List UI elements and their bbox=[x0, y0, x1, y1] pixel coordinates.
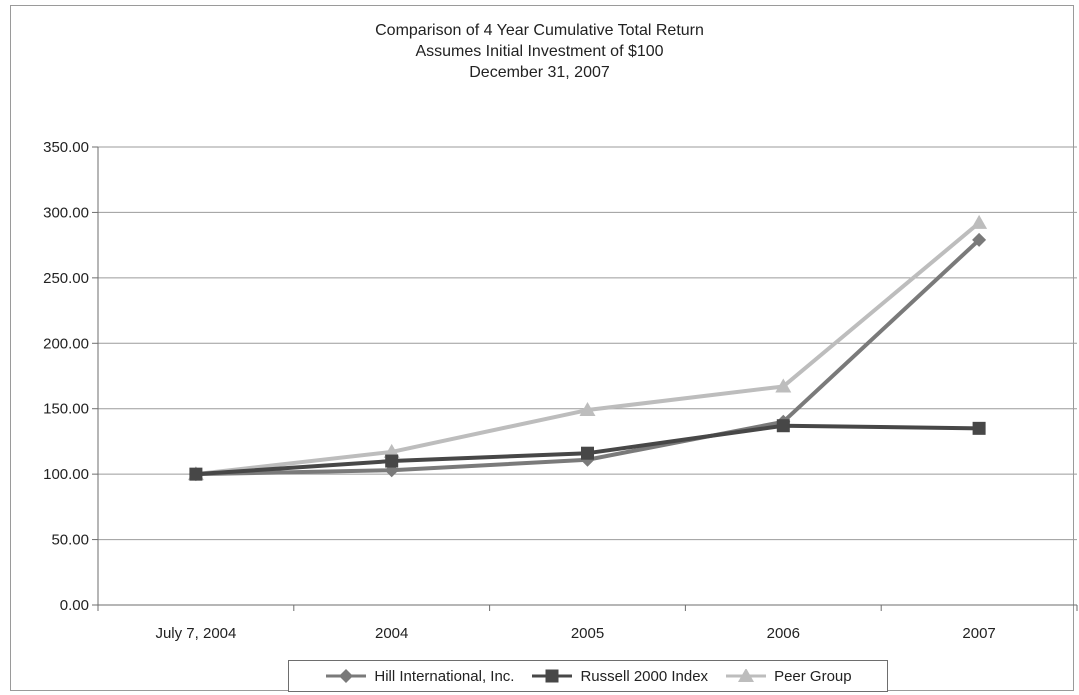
x-tick-label: 2006 bbox=[767, 625, 800, 642]
legend-label: Russell 2000 Index bbox=[580, 667, 709, 685]
series-square bbox=[189, 419, 986, 481]
y-tick-label: 300.00 bbox=[43, 204, 89, 221]
grid-layer bbox=[98, 146, 1077, 606]
legend-marker bbox=[738, 669, 755, 682]
legend-swatch-diamond-icon bbox=[326, 669, 367, 683]
chart-subtitle-date: December 31, 2007 bbox=[469, 64, 610, 81]
legend-marker bbox=[545, 669, 559, 683]
legend-swatch-square-icon bbox=[532, 669, 573, 683]
x-tick-label: 2004 bbox=[375, 625, 408, 642]
legend-label: Peer Group bbox=[774, 667, 852, 685]
legend-item: Peer Group bbox=[724, 668, 852, 685]
axis-layer: 0.00 50.00 100.00 150.00 200.00 250.00 300.00 3… bbox=[43, 139, 1078, 642]
legend-swatch-triangle-icon bbox=[726, 669, 767, 682]
data-point bbox=[972, 421, 986, 435]
x-tick-label: July 7, 2004 bbox=[155, 625, 236, 642]
y-tick-label: 350.00 bbox=[43, 139, 89, 156]
legend-item: Hill International, Inc. bbox=[324, 668, 514, 685]
data-point bbox=[189, 467, 203, 481]
chart-title: Comparison of 4 Year Cumulative Total Re… bbox=[375, 22, 704, 39]
data-point bbox=[776, 419, 790, 433]
chart-frame bbox=[10, 5, 1074, 691]
y-tick-label: 0.00 bbox=[60, 597, 89, 614]
series-line bbox=[195, 238, 981, 477]
y-tick-label: 200.00 bbox=[43, 335, 89, 352]
y-tick-label: 100.00 bbox=[43, 466, 89, 483]
data-point bbox=[581, 446, 594, 460]
data-point bbox=[972, 232, 987, 247]
data-point bbox=[971, 214, 988, 229]
y-tick-label: 150.00 bbox=[43, 401, 89, 418]
data-point bbox=[385, 454, 399, 468]
chart-title-block: Comparison of 4 Year Cumulative Total Re… bbox=[0, 20, 1079, 83]
x-tick-label: 2005 bbox=[571, 625, 604, 642]
series-diamond bbox=[188, 232, 987, 482]
y-tick-label: 250.00 bbox=[43, 270, 89, 287]
y-tick-label: 50.00 bbox=[51, 532, 89, 549]
legend-marker bbox=[339, 669, 354, 683]
series-triangle bbox=[187, 214, 988, 481]
series-layer bbox=[187, 214, 988, 482]
data-point bbox=[579, 402, 596, 417]
data-point bbox=[775, 378, 792, 393]
legend-item: Russell 2000 Index bbox=[530, 668, 708, 685]
data-point bbox=[383, 443, 400, 458]
legend: Hill International, Inc. Russell 2000 Ind… bbox=[288, 660, 888, 692]
chart-subtitle: Assumes Initial Investment of $100 bbox=[415, 43, 664, 60]
x-tick-label: 2007 bbox=[962, 625, 995, 642]
legend-label: Hill International, Inc. bbox=[374, 667, 515, 685]
